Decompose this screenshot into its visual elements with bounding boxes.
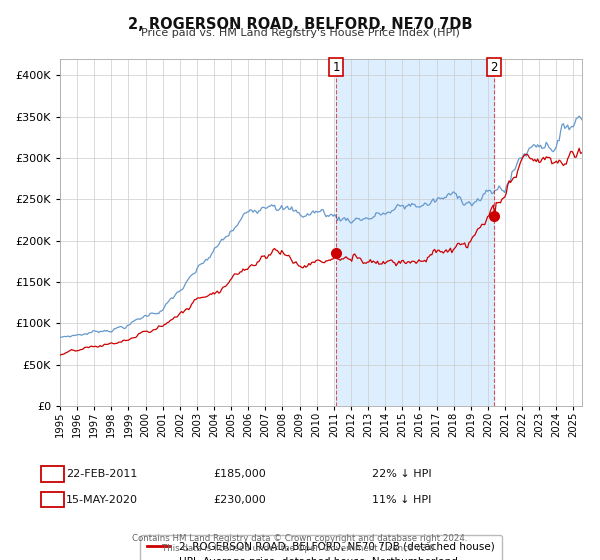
Text: Contains HM Land Registry data © Crown copyright and database right 2024.: Contains HM Land Registry data © Crown c… (132, 534, 468, 543)
Bar (336, 59, 494, 406)
Text: 22% ↓ HPI: 22% ↓ HPI (372, 469, 431, 479)
Text: 1: 1 (332, 60, 340, 73)
Text: 2: 2 (49, 493, 56, 506)
Text: 15-MAY-2020: 15-MAY-2020 (66, 494, 138, 505)
Text: 22-FEB-2011: 22-FEB-2011 (67, 469, 137, 479)
Text: £185,000: £185,000 (214, 469, 266, 479)
Text: Price paid vs. HM Land Registry's House Price Index (HPI): Price paid vs. HM Land Registry's House … (140, 28, 460, 38)
Text: 11% ↓ HPI: 11% ↓ HPI (372, 494, 431, 505)
Legend: 2, ROGERSON ROAD, BELFORD, NE70 7DB (detached house), HPI: Average price, detach: 2, ROGERSON ROAD, BELFORD, NE70 7DB (det… (140, 535, 502, 560)
Text: This data is licensed under the Open Government Licence v3.0.: This data is licensed under the Open Gov… (163, 544, 437, 553)
Text: 1: 1 (49, 468, 56, 481)
Text: 2: 2 (490, 60, 498, 73)
Text: £230,000: £230,000 (214, 494, 266, 505)
Text: 2, ROGERSON ROAD, BELFORD, NE70 7DB: 2, ROGERSON ROAD, BELFORD, NE70 7DB (128, 17, 472, 32)
